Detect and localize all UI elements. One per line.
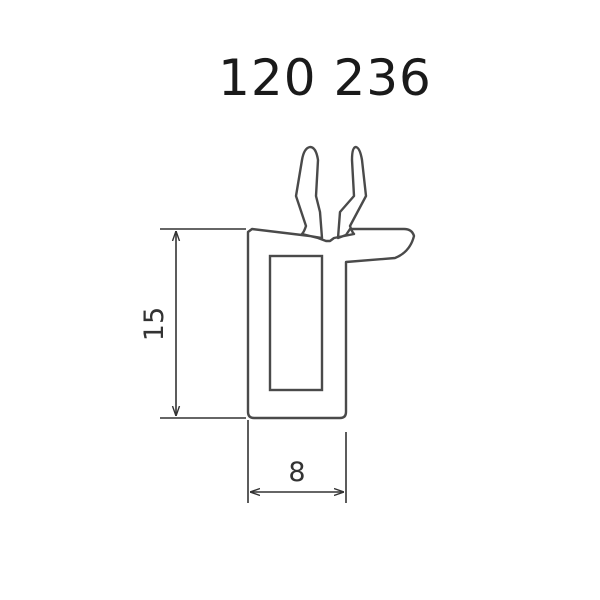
profile-inner-chamber [268,254,324,392]
width-dimension-label: 8 [288,457,305,488]
height-dimension-label: 15 [139,307,170,341]
part-number-title: 120 236 [218,49,432,107]
